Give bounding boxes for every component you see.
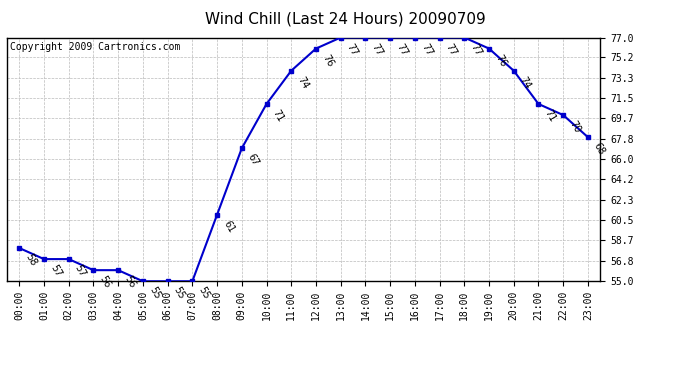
- Text: Copyright 2009 Cartronics.com: Copyright 2009 Cartronics.com: [10, 42, 180, 52]
- Text: 71: 71: [270, 108, 286, 124]
- Text: 67: 67: [246, 153, 261, 168]
- Text: 58: 58: [23, 252, 38, 268]
- Text: 70: 70: [567, 119, 582, 135]
- Text: 55: 55: [172, 285, 187, 301]
- Text: 74: 74: [518, 75, 533, 91]
- Text: 76: 76: [320, 53, 335, 69]
- Text: 56: 56: [97, 274, 112, 290]
- Text: 71: 71: [542, 108, 558, 124]
- Text: 77: 77: [419, 42, 434, 57]
- Text: 57: 57: [73, 263, 88, 279]
- Text: 77: 77: [469, 42, 484, 57]
- Text: 57: 57: [48, 263, 63, 279]
- Text: 77: 77: [444, 42, 459, 57]
- Text: 76: 76: [493, 53, 508, 69]
- Text: 77: 77: [345, 42, 359, 57]
- Text: 61: 61: [221, 219, 236, 234]
- Text: 56: 56: [122, 274, 137, 290]
- Text: 68: 68: [592, 141, 607, 157]
- Text: 74: 74: [295, 75, 310, 91]
- Text: Wind Chill (Last 24 Hours) 20090709: Wind Chill (Last 24 Hours) 20090709: [205, 11, 485, 26]
- Text: 77: 77: [370, 42, 384, 57]
- Text: 55: 55: [197, 285, 211, 301]
- Text: 77: 77: [394, 42, 409, 57]
- Text: 55: 55: [147, 285, 162, 301]
